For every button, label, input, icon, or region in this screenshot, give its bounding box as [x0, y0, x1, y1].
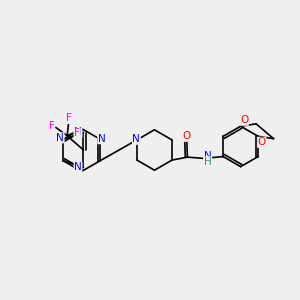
- Text: N: N: [74, 127, 82, 137]
- Text: O: O: [183, 131, 191, 141]
- Text: N: N: [133, 134, 140, 144]
- Text: O: O: [258, 137, 266, 147]
- Text: O: O: [240, 115, 248, 125]
- Text: N: N: [204, 151, 212, 161]
- Text: F: F: [74, 128, 80, 138]
- Text: H: H: [204, 157, 212, 167]
- Text: N: N: [74, 162, 82, 172]
- Text: F: F: [66, 113, 71, 124]
- Text: N: N: [56, 133, 64, 143]
- Text: N: N: [98, 134, 106, 144]
- Text: F: F: [49, 121, 55, 131]
